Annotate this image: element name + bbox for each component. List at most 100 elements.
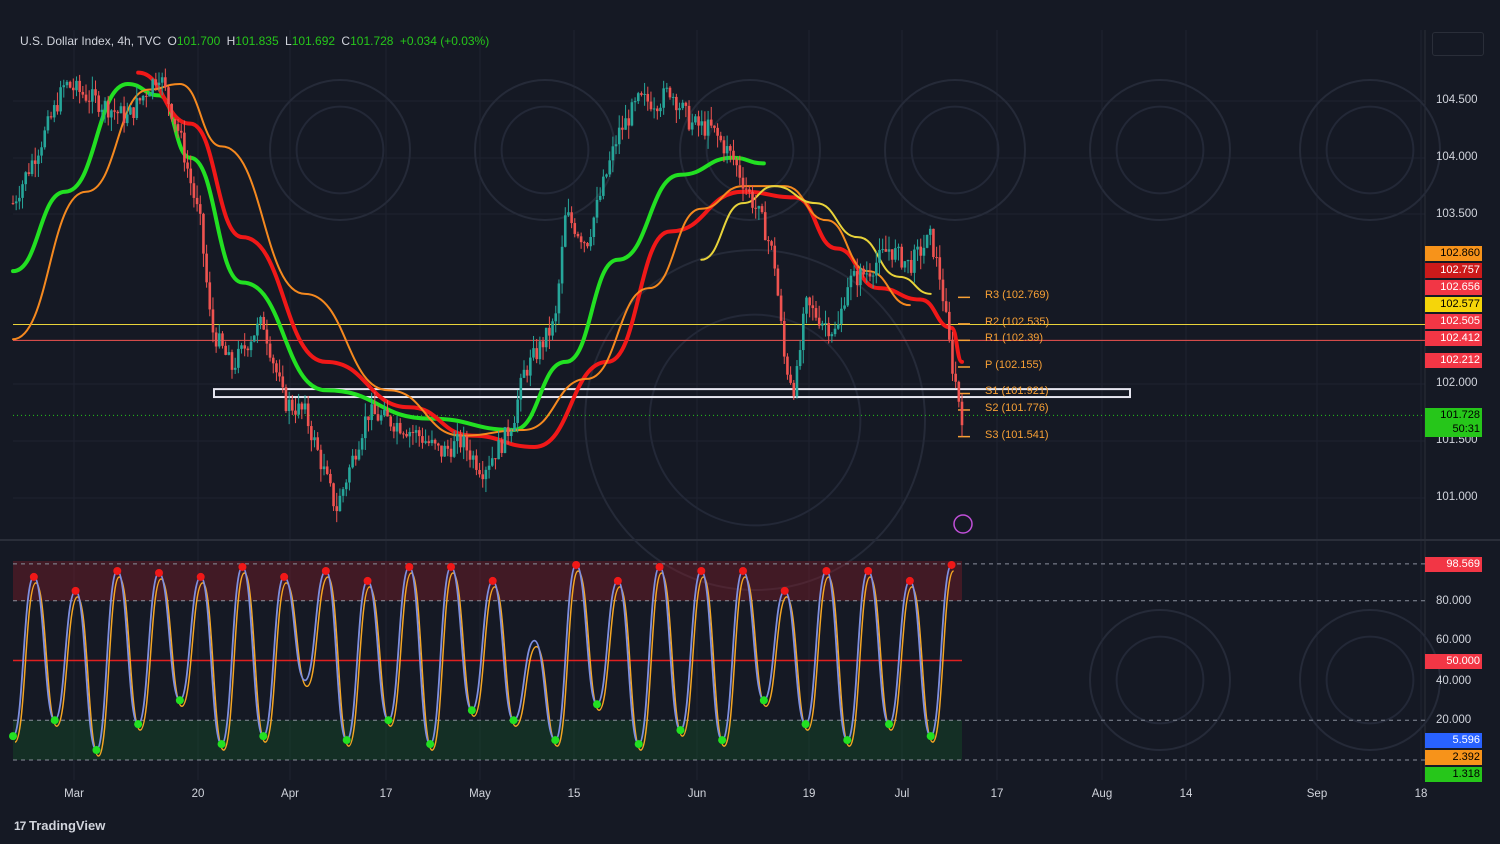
candle-body (576, 233, 580, 237)
candle-body (529, 357, 532, 376)
osc-oversold-dot (801, 720, 810, 729)
candle-body (494, 458, 497, 460)
candle-body (503, 427, 507, 453)
candle-body (202, 213, 205, 254)
price-tick: 102.000 (1436, 377, 1478, 389)
osc-overbought-dot (113, 566, 122, 575)
candle-body (681, 102, 684, 109)
candle-body (395, 422, 399, 432)
candle-body (497, 439, 500, 460)
candle-body (890, 249, 894, 260)
candle-body (205, 253, 208, 283)
candle-body (319, 449, 323, 470)
osc-oversold-dot (885, 720, 893, 729)
candle-body (735, 159, 738, 166)
candle-body (119, 106, 123, 114)
candle-body (138, 98, 142, 101)
candle-body (478, 469, 481, 475)
candle-body (887, 249, 891, 252)
oversold-zone (13, 720, 962, 760)
osc-oversold-dot (759, 696, 768, 705)
candle-body (294, 410, 297, 415)
candle-body (906, 259, 910, 262)
candle-body (525, 369, 529, 376)
candle-body (341, 489, 345, 496)
candle-body (373, 404, 377, 415)
candle-body (554, 313, 558, 322)
tradingview-logo[interactable]: 17 TradingView (14, 818, 105, 833)
candle-body (782, 320, 786, 357)
time-tick: 17 (379, 788, 393, 800)
candle-body (811, 305, 815, 309)
candle-body (78, 80, 81, 92)
watermark-emblem (1089, 609, 1231, 751)
candle-body (471, 455, 475, 460)
price-label-red: 102.212 (1425, 353, 1482, 368)
high-value: 101.835 (235, 34, 279, 48)
candle-body (897, 246, 900, 249)
candle-body (624, 118, 627, 130)
osc-overbought-dot (864, 566, 873, 575)
candle-body (948, 311, 951, 340)
candle-body (900, 246, 903, 268)
candle-body (868, 273, 872, 277)
osc-overbought-dot (488, 576, 497, 585)
pivot-p: P (102.155) (985, 359, 1043, 371)
candle-body (865, 273, 869, 275)
osc-oversold-dot (718, 736, 727, 745)
candle-body (157, 82, 161, 86)
osc-oversold-dot (342, 736, 351, 745)
candle-body (310, 426, 313, 441)
osc-tick: 80.000 (1436, 595, 1472, 607)
candle-body (87, 100, 91, 102)
watermark-emblem (295, 105, 385, 195)
price-label-red: 102.656 (1425, 280, 1482, 295)
osc-oversold-dot (92, 746, 101, 755)
change-value: +0.034 (+0.03%) (399, 34, 490, 48)
candle-body (164, 77, 167, 88)
osc-label-blue: 5.596 (1425, 733, 1482, 748)
candle-body (37, 155, 40, 164)
candle-body (167, 87, 170, 104)
candle-body (592, 217, 596, 238)
candle-body (878, 249, 881, 263)
candle-body (875, 262, 878, 276)
candle-body (46, 116, 50, 131)
candle-body (789, 374, 792, 383)
candle-body (300, 403, 304, 410)
candle-body (49, 116, 53, 118)
osc-overbought-dot (447, 562, 455, 571)
pivot-s1: S1 (101.921) (985, 385, 1049, 397)
pivot-r2: R2 (102.535) (985, 316, 1050, 328)
watermark-emblem (500, 105, 590, 195)
candle-body (484, 469, 488, 480)
osc-oversold-dot (426, 740, 435, 749)
osc-oversold-dot (926, 732, 935, 741)
last-price-label: 101.728 (1425, 408, 1482, 423)
toolbar-box[interactable] (1432, 32, 1484, 56)
osc-label-red: 98.569 (1425, 557, 1482, 572)
osc-tick: 60.000 (1436, 634, 1472, 646)
candle-body (913, 249, 916, 273)
osc-signal-line (14, 570, 955, 757)
candle-body (179, 130, 183, 133)
candle-body (198, 204, 202, 214)
candle-body (94, 89, 97, 96)
candle-body (129, 107, 132, 115)
candle-body (33, 160, 37, 164)
osc-overbought-dot (572, 560, 581, 569)
candle-body (719, 135, 723, 141)
candle-body (802, 313, 805, 351)
candle-body (284, 387, 288, 412)
candle-body (960, 401, 964, 426)
candle-body (722, 140, 726, 154)
candle-body (779, 295, 783, 321)
time-tick: Apr (281, 788, 299, 800)
candle-body (706, 119, 710, 136)
candle-body (27, 172, 31, 174)
candle-body (640, 93, 643, 95)
candle-body (452, 441, 456, 457)
candle-body (506, 427, 510, 437)
watermark-emblem (269, 79, 411, 221)
